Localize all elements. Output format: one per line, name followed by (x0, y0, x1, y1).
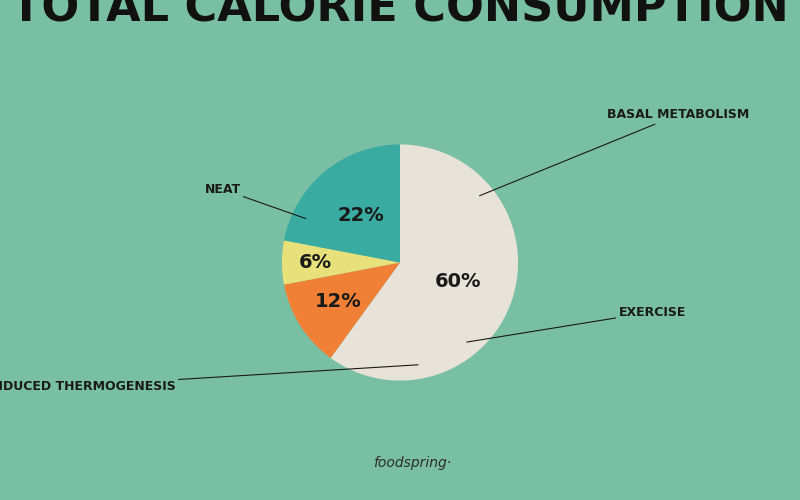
Text: EXERCISE: EXERCISE (466, 306, 686, 342)
Text: BASAL METABOLISM: BASAL METABOLISM (479, 108, 749, 196)
Wedge shape (282, 240, 400, 284)
Text: 60%: 60% (435, 272, 482, 291)
Text: DIET-INDUCED THERMOGENESIS: DIET-INDUCED THERMOGENESIS (0, 365, 418, 393)
Wedge shape (330, 144, 518, 380)
Text: 6%: 6% (298, 253, 331, 272)
Wedge shape (284, 144, 400, 262)
Text: NEAT: NEAT (205, 183, 306, 218)
Text: TOTAL CALORIE CONSUMPTION: TOTAL CALORIE CONSUMPTION (11, 0, 789, 30)
Text: 12%: 12% (315, 292, 362, 311)
Wedge shape (284, 262, 400, 358)
Text: 22%: 22% (338, 206, 384, 225)
Text: foodspring·: foodspring· (373, 456, 451, 470)
